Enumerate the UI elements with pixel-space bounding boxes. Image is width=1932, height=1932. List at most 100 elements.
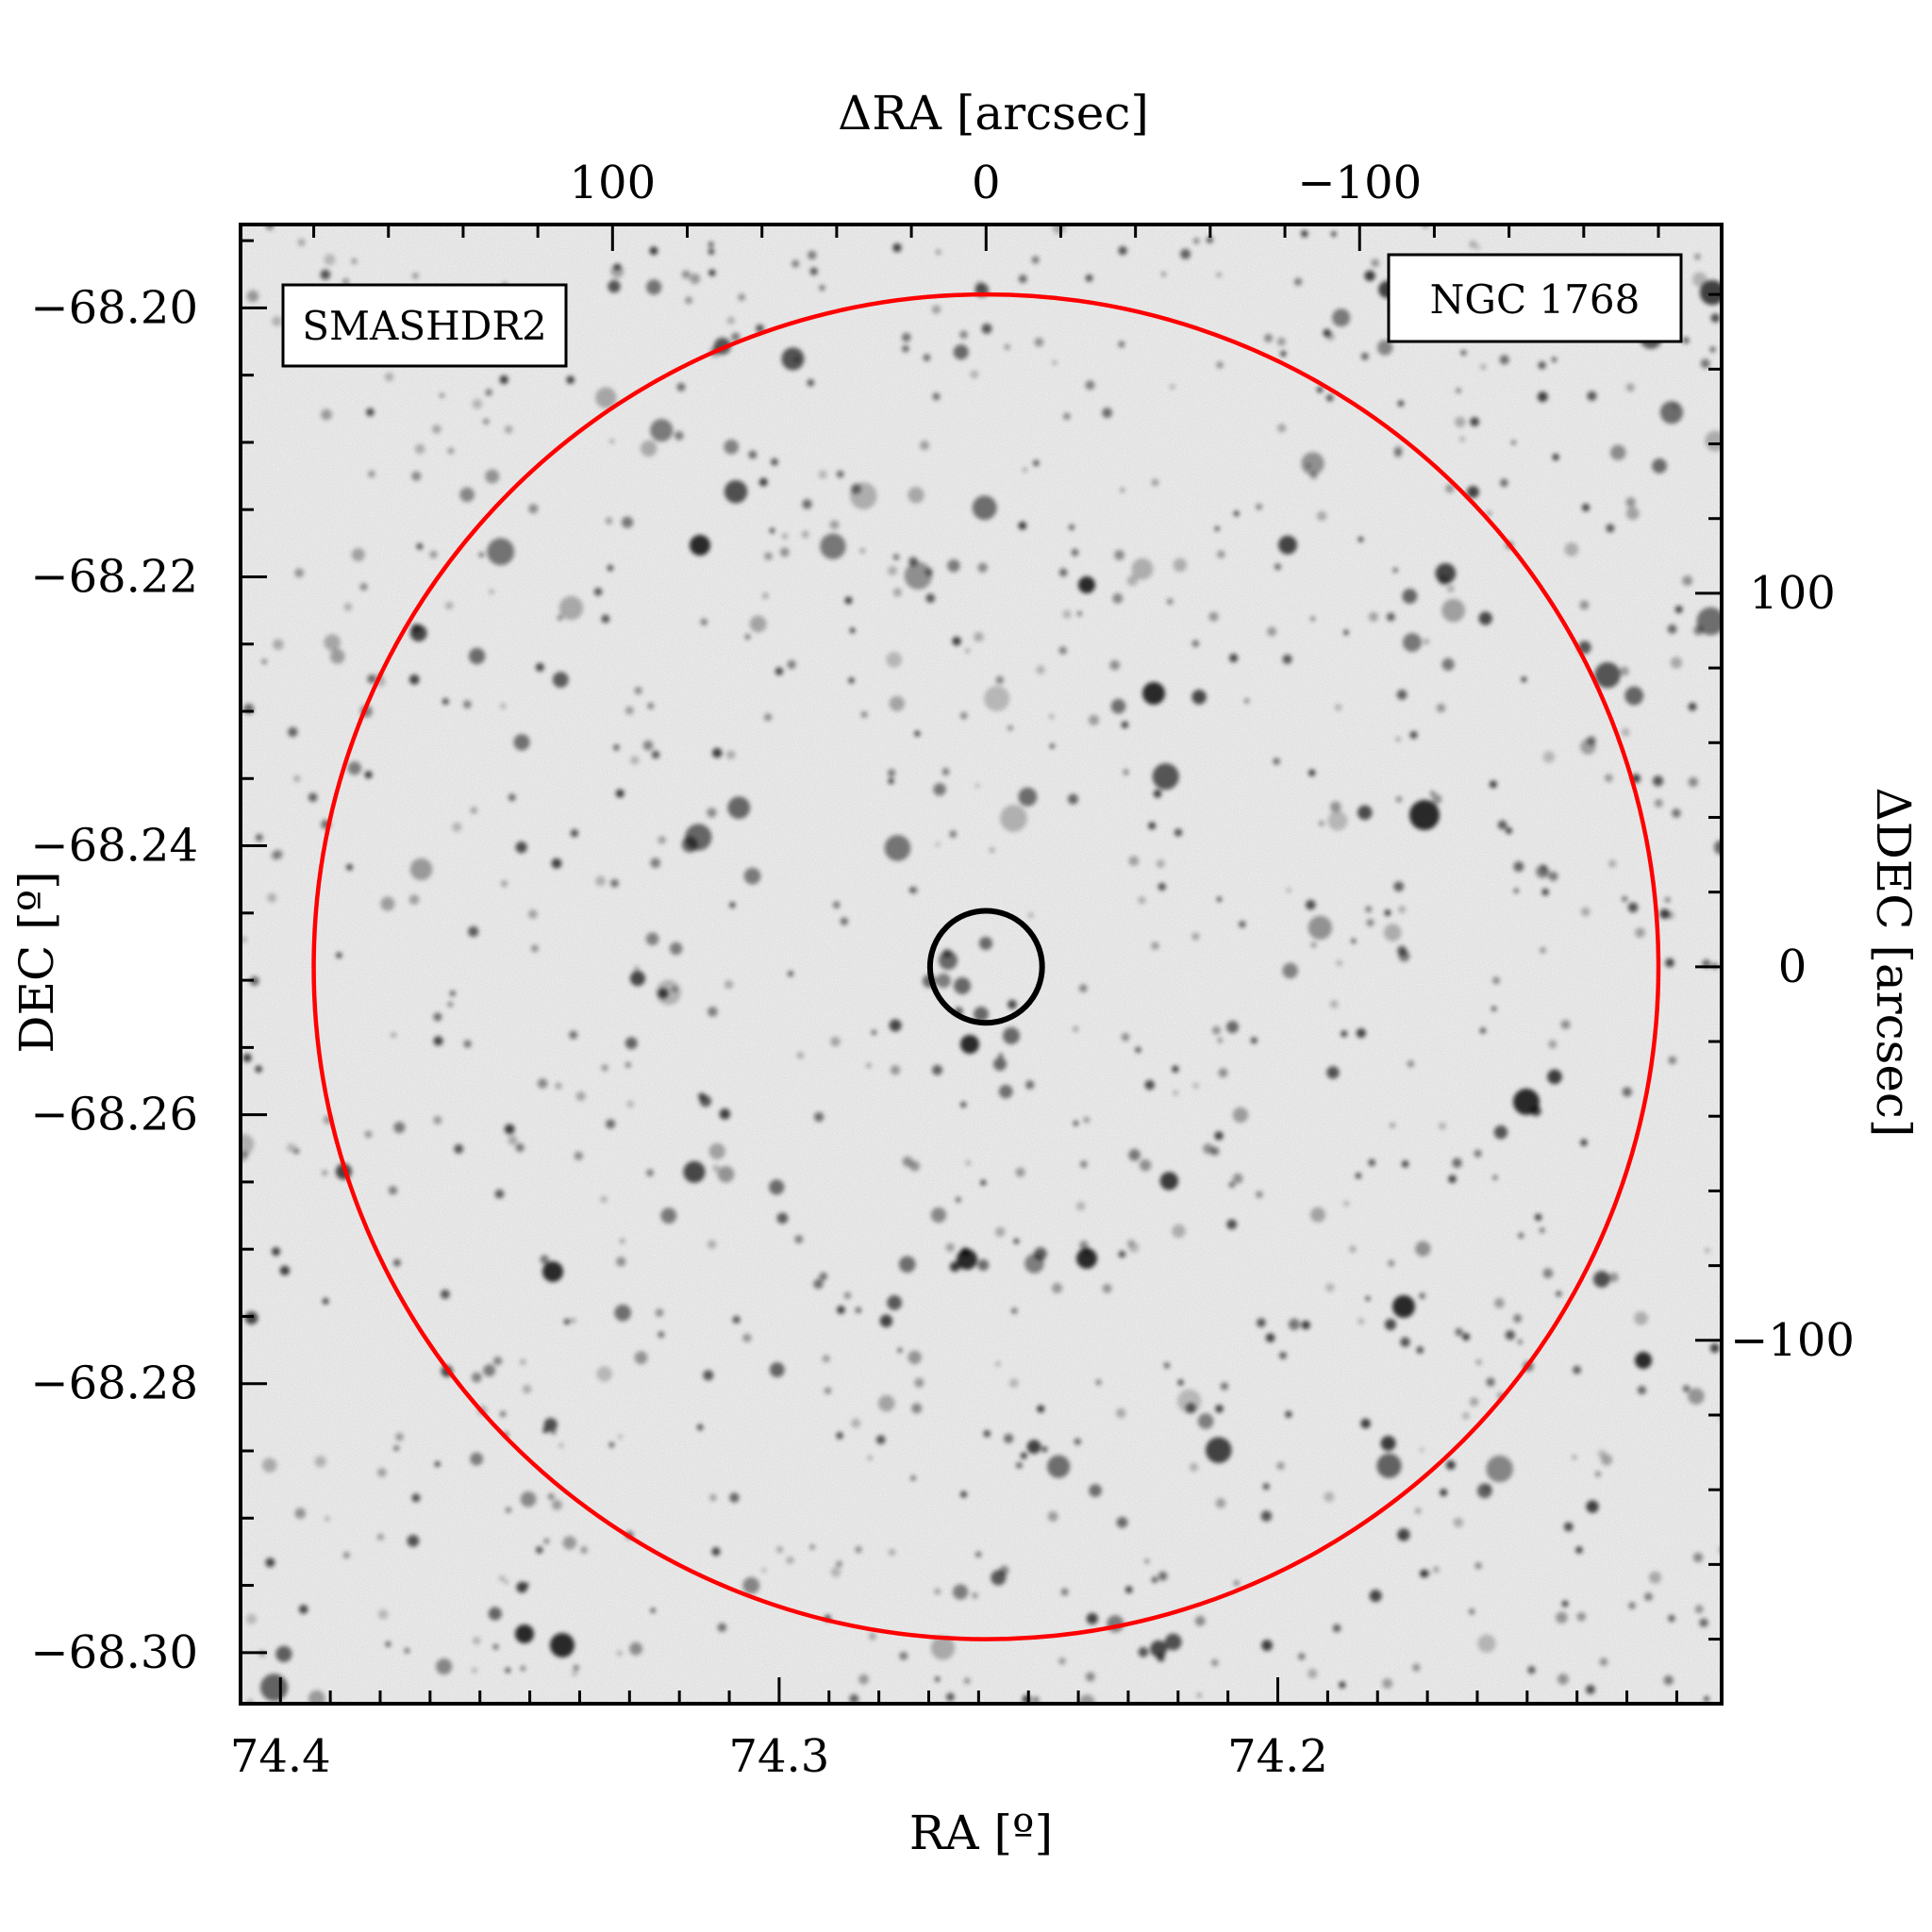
star (1156, 859, 1165, 869)
star (1073, 1120, 1079, 1126)
star (1652, 775, 1664, 787)
star (1115, 1407, 1126, 1419)
star (934, 1676, 941, 1682)
star (1150, 1640, 1168, 1657)
star (1572, 1455, 1577, 1460)
star (261, 658, 268, 665)
star (1415, 1241, 1431, 1257)
star (1135, 1046, 1141, 1054)
star (1534, 1213, 1542, 1222)
star (727, 796, 751, 820)
star (1395, 736, 1401, 742)
star (1491, 1006, 1497, 1012)
star (708, 1007, 718, 1017)
star (1076, 610, 1082, 616)
star (1020, 1452, 1027, 1459)
y2-tick-label: −100 (1730, 1314, 1855, 1367)
star (244, 1311, 258, 1324)
star (1628, 1602, 1636, 1609)
star (1668, 1056, 1677, 1065)
star (472, 398, 483, 409)
star (769, 1362, 785, 1377)
star (1327, 810, 1348, 831)
star (433, 1115, 442, 1124)
star (487, 538, 515, 566)
star (859, 548, 865, 554)
star (1357, 536, 1364, 542)
star (320, 269, 331, 280)
star (886, 651, 903, 668)
star (930, 1207, 947, 1224)
star (1456, 388, 1461, 393)
star (1384, 909, 1391, 916)
star (1366, 919, 1374, 927)
star (974, 631, 984, 642)
star (1419, 1447, 1424, 1453)
star (1325, 394, 1334, 402)
star (411, 471, 422, 481)
star (377, 1468, 387, 1477)
star (1128, 1242, 1140, 1253)
star (708, 269, 716, 276)
star (494, 1189, 505, 1199)
star (1355, 1173, 1362, 1179)
star (708, 248, 715, 255)
star (1216, 361, 1224, 369)
star (508, 793, 516, 802)
star (1540, 946, 1546, 954)
star (392, 1258, 401, 1267)
star (1557, 1674, 1569, 1685)
object-badge: NGC 1768 (1387, 253, 1683, 343)
star (991, 1570, 1007, 1586)
star (1652, 458, 1667, 474)
star (1453, 1517, 1464, 1528)
star (908, 487, 924, 504)
star (843, 1291, 852, 1300)
star (551, 858, 562, 869)
star (351, 258, 358, 265)
star (1541, 888, 1549, 896)
star (1474, 1149, 1482, 1158)
star (1128, 1148, 1141, 1161)
y-tick-label: −68.30 (30, 1626, 198, 1679)
x-tick-label: 74.2 (1227, 1730, 1328, 1783)
star (1552, 453, 1559, 461)
star (513, 734, 530, 751)
star (1282, 962, 1298, 979)
y2-tick-label: 0 (1778, 941, 1807, 993)
star (524, 1582, 530, 1588)
star (485, 469, 500, 484)
star (836, 1431, 843, 1440)
star (308, 1690, 325, 1704)
star (613, 744, 620, 751)
star (1180, 248, 1191, 259)
star (1672, 808, 1681, 818)
star (1008, 999, 1017, 1009)
star (1232, 1107, 1249, 1124)
star (535, 662, 544, 672)
star (818, 470, 827, 479)
star (614, 1304, 631, 1322)
star (1561, 1600, 1569, 1607)
star (1265, 1333, 1275, 1343)
star (393, 1122, 406, 1134)
star (1138, 1646, 1149, 1657)
star (1469, 240, 1477, 249)
star (697, 1092, 706, 1101)
star (1682, 575, 1693, 586)
star (980, 1179, 987, 1186)
star (690, 273, 701, 285)
star (994, 1226, 1006, 1238)
star (1018, 275, 1027, 284)
star (681, 270, 691, 279)
plot-frame (239, 223, 1724, 1706)
star (1448, 1174, 1457, 1184)
star (1131, 558, 1154, 580)
star (781, 533, 789, 540)
star (1126, 575, 1139, 587)
star (897, 1347, 903, 1353)
star (908, 1350, 922, 1365)
star (505, 1667, 511, 1674)
star (972, 495, 997, 521)
star (1191, 932, 1200, 941)
